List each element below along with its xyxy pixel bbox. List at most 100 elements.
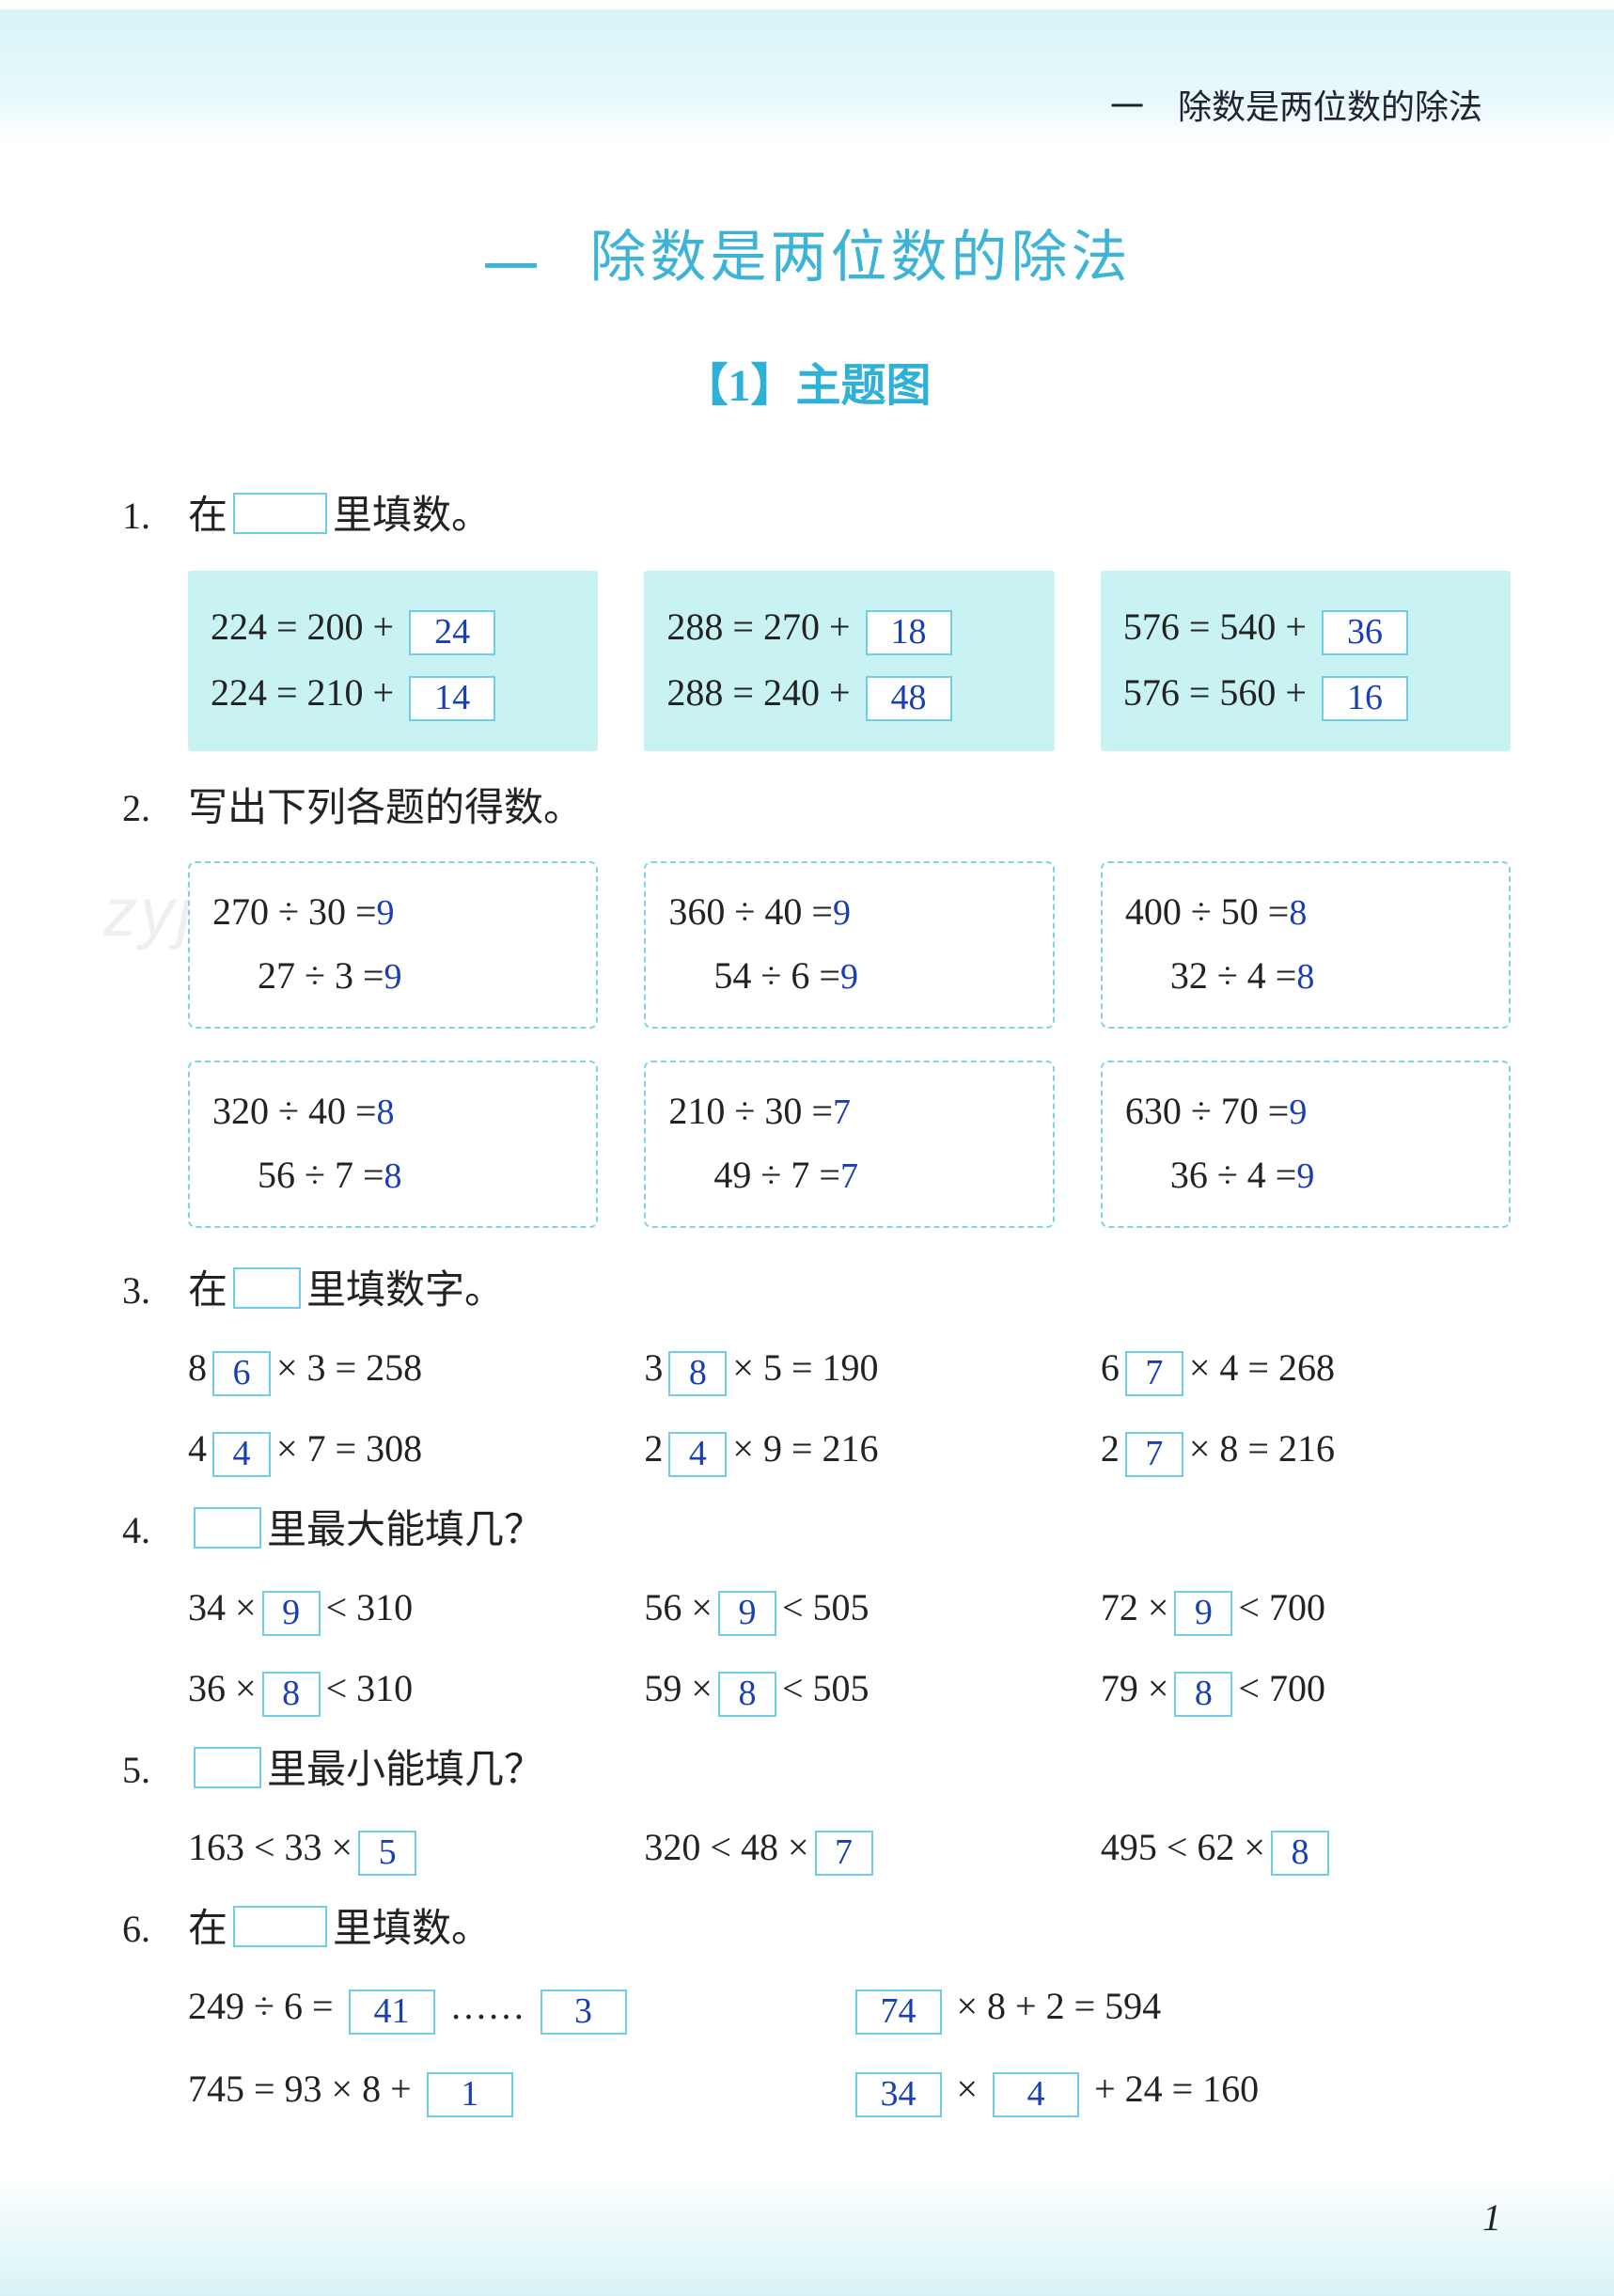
q6-text-after: 里填数。: [333, 1908, 491, 1951]
q1-b2-l1-lhs: 576 = 540 +: [1123, 605, 1307, 648]
q6-r2-post: + 24 = 160: [1094, 2068, 1259, 2110]
q1-b1-l1-lhs: 288 = 270 +: [666, 605, 850, 648]
q2-r2-b1-b-expr: 49 ÷ 7 =: [713, 1154, 840, 1196]
q6-row1: 745 = 93 × 8 + 1 34 × 4 + 24 = 160: [188, 2061, 1511, 2117]
q4-text-main: 里最大能填几？: [267, 1509, 543, 1552]
q4-r0-c0-ans: 9: [262, 1591, 321, 1636]
q2-r1-b1-b-expr: 54 ÷ 6 =: [713, 954, 840, 997]
q4-r0-c1-ans: 9: [718, 1591, 776, 1636]
q1-text: 在里填数。: [188, 487, 491, 546]
q2-r1-b1-a-expr: 360 ÷ 40 =: [668, 890, 833, 933]
q1-text-before: 在: [188, 495, 227, 538]
q2-heading: 2. 写出下列各题的得数。: [122, 779, 1511, 839]
q4-placeholder-box: [194, 1507, 261, 1549]
q5-text: 里最小能填几？: [188, 1741, 543, 1801]
q2-r1-box0: 270 ÷ 30 =9 27 ÷ 3 =9: [188, 861, 598, 1029]
q1-block-1: 288 = 270 + 18 288 = 240 + 48: [644, 571, 1054, 751]
q3-r0-c2-pre: 6: [1101, 1346, 1120, 1389]
q4-r1-c0-ans: 8: [262, 1672, 321, 1717]
q6-heading: 6. 在里填数。: [122, 1900, 1511, 1959]
q3-r0-c2-post: × 4 = 268: [1189, 1346, 1335, 1389]
q1-blocks: 224 = 200 + 24 224 = 210 + 14 288 = 270 …: [188, 571, 1511, 751]
q4-r1-c2-post: < 700: [1238, 1667, 1325, 1709]
q4-r0-c0-pre: 34 ×: [188, 1586, 257, 1628]
q6-r2-ans1: 34: [855, 2072, 942, 2117]
q6-text: 在 里填数。: [188, 1900, 491, 1959]
q4-row0: 34 ×9< 310 56 ×9< 505 72 ×9< 700: [188, 1580, 1511, 1636]
q2-r1-b2-a-expr: 400 ÷ 50 =: [1125, 890, 1290, 933]
q1-placeholder-box: [233, 493, 327, 534]
q2-r2-box2: 630 ÷ 70 =9 36 ÷ 4 =9: [1101, 1061, 1511, 1228]
q4-r0-c1-pre: 56 ×: [644, 1586, 713, 1628]
q2-r2-b2-a-expr: 630 ÷ 70 =: [1125, 1090, 1290, 1132]
q1-b2-l2-lhs: 576 = 560 +: [1123, 671, 1307, 714]
q2-r1-box1: 360 ÷ 40 =9 54 ÷ 6 =9: [644, 861, 1054, 1029]
q3-row1: 44× 7 = 308 24× 9 = 216 27× 8 = 216: [188, 1421, 1511, 1477]
q3-r0-c0-post: × 3 = 258: [276, 1346, 422, 1389]
page-number: 1: [1482, 2195, 1501, 2240]
q1-b1-l2-lhs: 288 = 240 +: [666, 671, 850, 714]
q2-r2-b0-a-ans: 8: [377, 1093, 395, 1132]
q2-r2-box1: 210 ÷ 30 =7 49 ÷ 7 =7: [644, 1061, 1054, 1228]
q3-r1-c2-post: × 8 = 216: [1189, 1427, 1335, 1470]
q2-r2-b0-b-ans: 8: [384, 1156, 402, 1196]
q5-num: 5.: [122, 1742, 188, 1799]
q1-b2-l1-ans: 36: [1322, 610, 1408, 655]
q5-c2-ans: 8: [1271, 1831, 1329, 1876]
q6-l1-ans1: 41: [349, 1989, 435, 2035]
q3-r0-c1-post: × 5 = 190: [732, 1346, 878, 1389]
q5-c2-pre: 495 < 62 ×: [1101, 1826, 1265, 1868]
q2-r2-b2-b-ans: 9: [1296, 1156, 1314, 1196]
q3-r1-c1-post: × 9 = 216: [732, 1427, 878, 1470]
q2-r1-box2: 400 ÷ 50 =8 32 ÷ 4 =8: [1101, 861, 1511, 1029]
q2-r2-b1-a-ans: 7: [833, 1093, 851, 1132]
q2-r1-b0-b-ans: 9: [384, 957, 402, 997]
q2-r1-b0-b-expr: 27 ÷ 3 =: [258, 954, 384, 997]
q3-r0-c0-ans: 6: [212, 1351, 271, 1396]
q5-c0-ans: 5: [358, 1831, 416, 1876]
q6-text-before: 在: [188, 1908, 227, 1951]
q2-r2-box0: 320 ÷ 40 =8 56 ÷ 7 =8: [188, 1061, 598, 1228]
q4-r1-c2-ans: 8: [1174, 1672, 1232, 1717]
q3-row0: 86× 3 = 258 38× 5 = 190 67× 4 = 268: [188, 1340, 1511, 1396]
q4-r1-c1-ans: 8: [718, 1672, 776, 1717]
q2-r1-b1-a-ans: 9: [833, 893, 851, 933]
q1-b1-l1-ans: 18: [866, 610, 952, 655]
q5-placeholder-box: [194, 1747, 261, 1788]
q3-text-before: 在: [188, 1269, 227, 1313]
q3-r0-c0-pre: 8: [188, 1346, 207, 1389]
q6-r2-ans2: 4: [993, 2072, 1079, 2117]
q3-r1-c2-pre: 2: [1101, 1427, 1120, 1470]
q3-r0-c1-ans: 8: [668, 1351, 727, 1396]
q2-r2-b2-a-ans: 9: [1289, 1093, 1307, 1132]
q5-heading: 5. 里最小能填几？: [122, 1741, 1511, 1801]
q3-r0-c2-ans: 7: [1125, 1351, 1183, 1396]
q2-r1-b2-b-ans: 8: [1296, 957, 1314, 997]
q2-r2-b0-b-expr: 56 ÷ 7 =: [258, 1154, 384, 1196]
q2-row1: 270 ÷ 30 =9 27 ÷ 3 =9 360 ÷ 40 =9 54 ÷ 6…: [188, 861, 1511, 1047]
q3-r1-c0-post: × 7 = 308: [276, 1427, 422, 1470]
q2-text: 写出下列各题的得数。: [188, 779, 583, 839]
q4-r1-c0-post: < 310: [326, 1667, 414, 1709]
q3-r1-c1-pre: 2: [644, 1427, 663, 1470]
q2-num: 2.: [122, 780, 188, 837]
chapter-title: 一除数是两位数的除法: [0, 212, 1614, 305]
q6-row0: 249 ÷ 6 = 41 …… 3 74 × 8 + 2 = 594: [188, 1978, 1511, 2035]
q2-r2-b1-a-expr: 210 ÷ 30 =: [668, 1090, 833, 1132]
q6-l2-pre: 745 = 93 × 8 +: [188, 2068, 412, 2110]
q5-row: 163 < 33 ×5 320 < 48 ×7 495 < 62 ×8: [188, 1819, 1511, 1876]
q1-block-2: 576 = 540 + 36 576 = 560 + 16: [1101, 571, 1511, 751]
q1-b0-l2-lhs: 224 = 210 +: [211, 671, 394, 714]
q3-text-after: 里填数字。: [306, 1269, 504, 1313]
footer-gradient: [0, 2174, 1614, 2296]
q4-r0-c2-post: < 700: [1238, 1586, 1325, 1628]
q4-r0-c0-post: < 310: [326, 1586, 414, 1628]
q3-r1-c2-ans: 7: [1125, 1432, 1183, 1477]
content-area: 1. 在里填数。 224 = 200 + 24 224 = 210 + 14 2…: [122, 470, 1511, 2117]
header-breadcrumb: 一 除数是两位数的除法: [1110, 80, 1482, 129]
q1-b2-l2-ans: 16: [1322, 676, 1408, 721]
q2-r1-b1-b-ans: 9: [840, 957, 858, 997]
q4-r0-c1-post: < 505: [782, 1586, 870, 1628]
q2-r2-b0-a-expr: 320 ÷ 40 =: [212, 1090, 377, 1132]
q6-l1-ans2: 3: [541, 1989, 627, 2035]
